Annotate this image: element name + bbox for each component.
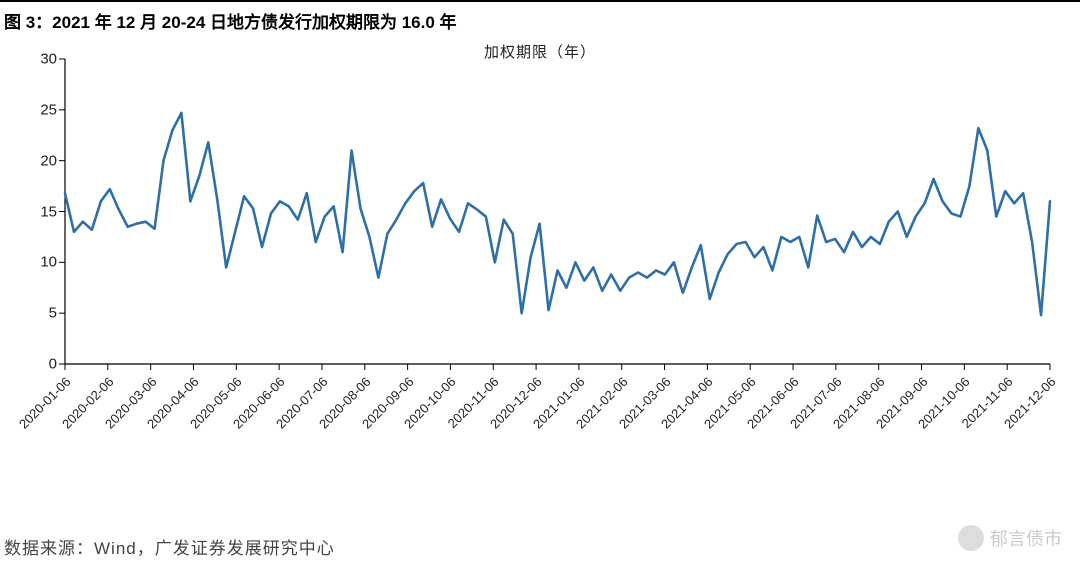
y-tick-label: 25 [17, 101, 57, 118]
y-tick-label: 0 [17, 356, 57, 373]
watermark-text: 郁言债市 [990, 525, 1062, 551]
watermark-icon [958, 525, 984, 551]
watermark: 郁言债市 [958, 525, 1062, 551]
y-tick-label: 5 [17, 305, 57, 322]
source-text: 数据来源：Wind，广发证券发展研究中心 [4, 534, 335, 559]
figure-title: 图 3：2021 年 12 月 20-24 日地方债发行加权期限为 16.0 年 [0, 0, 1080, 39]
y-tick-label: 30 [17, 51, 57, 68]
y-tick-label: 10 [17, 254, 57, 271]
y-tick-label: 20 [17, 152, 57, 169]
chart-area: 加权期限（年） 051015202530 2020-01-062020-02-0… [10, 39, 1070, 484]
y-tick-label: 15 [17, 203, 57, 220]
